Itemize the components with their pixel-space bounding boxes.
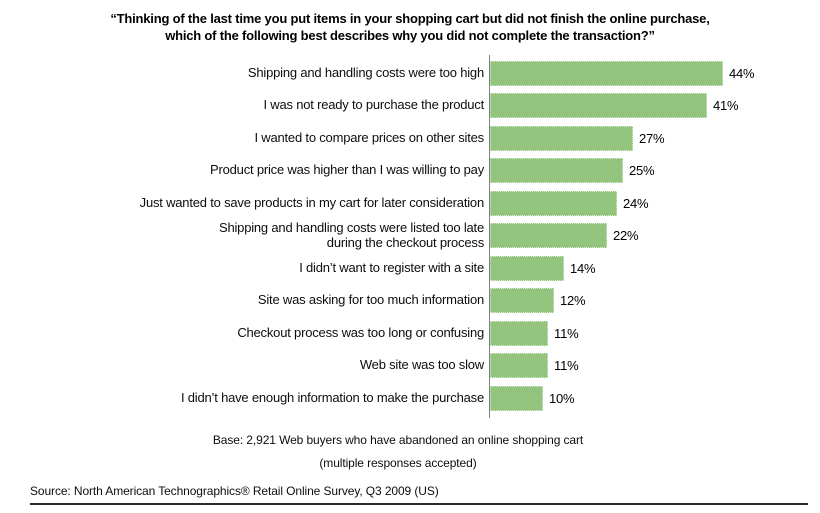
chart-row: I was not ready to purchase the product …: [0, 90, 820, 123]
value-label: 11%: [554, 358, 579, 374]
bar: [490, 320, 548, 346]
bar-cell: 24%: [490, 187, 820, 220]
chart-rows: Shipping and handling costs were too hig…: [0, 57, 820, 415]
value-label: 14%: [570, 260, 596, 276]
value-label: 22%: [613, 228, 639, 244]
category-axis-line: [489, 55, 490, 418]
chart-row: I didn’t want to register with a site 14…: [0, 252, 820, 285]
category-label: I wanted to compare prices on other site…: [254, 129, 484, 145]
chart-row: Product price was higher than I was will…: [0, 155, 820, 188]
chart-row: Shipping and handling costs were too hig…: [0, 57, 820, 90]
base-note: Base: 2,921 Web buyers who have abandone…: [212, 433, 584, 447]
bar-cell: 27%: [490, 122, 820, 155]
bar: [490, 353, 548, 379]
value-label: 25%: [629, 163, 655, 179]
bar-cell: 22%: [490, 220, 820, 253]
value-label: 10%: [549, 390, 575, 406]
bar-chart: Shipping and handling costs were too hig…: [0, 55, 820, 418]
bar: [490, 60, 723, 86]
source-line: Source: North American Technographics® R…: [30, 484, 439, 498]
bar: [490, 385, 543, 411]
value-label: 41%: [713, 98, 739, 114]
chart-row: Shipping and handling costs were listed …: [0, 220, 820, 253]
bar: [490, 190, 617, 216]
category-label: I was not ready to purchase the product: [263, 97, 484, 113]
bar-cell: 41%: [490, 90, 820, 123]
bar-cell: 11%: [490, 317, 820, 350]
value-label: 11%: [554, 325, 579, 341]
value-label: 27%: [639, 130, 665, 146]
category-label: Checkout process was too long or confusi…: [237, 324, 484, 340]
value-label: 12%: [560, 293, 586, 309]
chart-row: Just wanted to save products in my cart …: [0, 187, 820, 220]
category-label: Product price was higher than I was will…: [210, 162, 484, 178]
bar: [490, 255, 564, 281]
chart-row: I wanted to compare prices on other site…: [0, 122, 820, 155]
category-label: Shipping and handling costs were too hig…: [247, 64, 484, 80]
bar-cell: 12%: [490, 285, 820, 318]
bar: [490, 93, 707, 119]
bar: [490, 288, 554, 314]
category-label: Web site was too slow: [359, 357, 484, 373]
value-label: 24%: [623, 195, 649, 211]
chart-row: I didn’t have enough information to make…: [0, 382, 820, 415]
chart-row: Checkout process was too long or confusi…: [0, 317, 820, 350]
category-label: Just wanted to save products in my cart …: [139, 194, 485, 210]
category-label: I didn’t have enough information to make…: [180, 389, 484, 405]
bottom-rule: [30, 503, 808, 505]
chart-title: “Thinking of the last time you put items…: [110, 11, 710, 43]
bar: [490, 125, 633, 151]
bar-cell: 14%: [490, 252, 820, 285]
bar-cell: 44%: [490, 57, 820, 90]
bar-cell: 25%: [490, 155, 820, 188]
bar: [490, 158, 623, 184]
base-notes: Base: 2,921 Web buyers who have abandone…: [0, 429, 796, 475]
bar-cell: 11%: [490, 350, 820, 383]
responses-note: (multiple responses accepted): [319, 456, 477, 470]
category-label: Site was asking for too much information: [257, 292, 484, 308]
chart-row: Site was asking for too much information…: [0, 285, 820, 318]
bar-cell: 10%: [490, 382, 820, 415]
category-label: Shipping and handling costs were listed …: [218, 220, 484, 250]
category-label: I didn’t want to register with a site: [299, 259, 484, 275]
value-label: 44%: [729, 65, 755, 81]
bar: [490, 223, 607, 249]
chart-row: Web site was too slow 11%: [0, 350, 820, 383]
